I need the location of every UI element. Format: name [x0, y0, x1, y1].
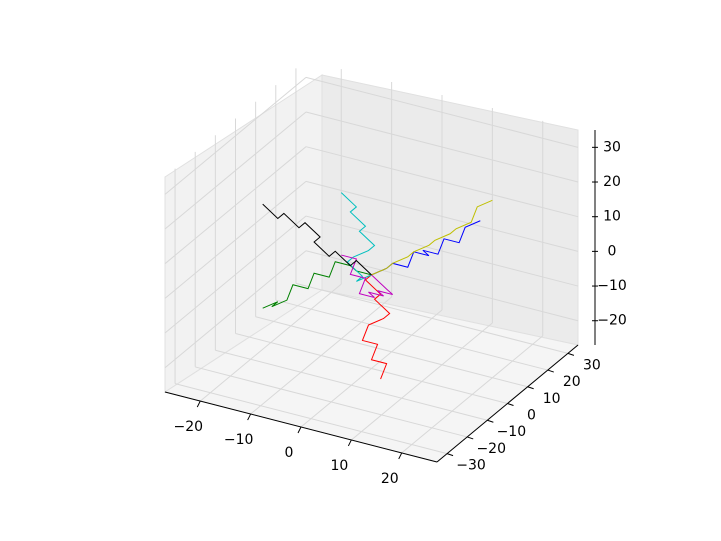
z-tick-label: −20	[597, 313, 627, 329]
tick-mark	[398, 452, 403, 460]
grid-line	[255, 316, 528, 388]
grid-line	[235, 333, 508, 404]
grid-line	[164, 146, 307, 265]
y-tick-label: −10	[497, 424, 527, 440]
grid-line	[305, 111, 579, 183]
grid-line	[215, 349, 488, 421]
tick-mark	[567, 352, 575, 356]
grid-line	[305, 215, 579, 287]
y-tick-label: 20	[563, 374, 581, 390]
z-tick-label: 10	[603, 209, 621, 225]
grid-line	[305, 76, 579, 148]
grid-line	[174, 383, 448, 455]
y-tick-label: −20	[476, 441, 506, 457]
y-tick-label: 0	[527, 408, 536, 424]
tick-mark	[446, 453, 454, 457]
y-tick-label: 30	[583, 357, 601, 373]
x-tick-label: −20	[173, 419, 203, 435]
walk	[361, 274, 391, 380]
tick-mark	[547, 369, 554, 373]
x-tick-label: 0	[285, 445, 294, 461]
grid-line	[295, 282, 569, 354]
x-axis-line	[164, 391, 438, 463]
grid-line	[305, 250, 579, 322]
grid-line	[305, 146, 579, 218]
z-tick-label: 20	[603, 174, 621, 190]
y-tick-label: −30	[456, 458, 486, 474]
z-tick-label: −10	[597, 278, 627, 294]
walk	[262, 203, 372, 276]
x-tick-label: 20	[381, 471, 399, 487]
tick-mark	[196, 400, 201, 408]
walk	[341, 254, 393, 299]
grid-line	[275, 299, 548, 371]
grid-line	[164, 76, 307, 195]
grid-line	[195, 366, 468, 438]
tick-mark	[527, 386, 534, 390]
x-tick-label: 10	[330, 458, 348, 474]
walk	[371, 199, 493, 276]
grid-line	[305, 180, 579, 252]
grid-line	[164, 111, 307, 230]
tick-mark	[467, 436, 474, 440]
tick-mark	[487, 419, 494, 423]
tick-mark	[297, 426, 302, 434]
grid-line	[164, 250, 307, 369]
z-tick-label: 0	[608, 243, 617, 259]
y-tick-label: 10	[543, 391, 561, 407]
tick-mark	[507, 403, 514, 406]
grid-line	[164, 180, 307, 299]
y-axis-line	[436, 344, 579, 463]
tick-mark	[247, 413, 252, 421]
x-tick-label: −10	[224, 432, 254, 448]
z-tick-label: 30	[603, 139, 621, 155]
grid-line	[164, 215, 307, 334]
tick-mark	[347, 439, 352, 447]
